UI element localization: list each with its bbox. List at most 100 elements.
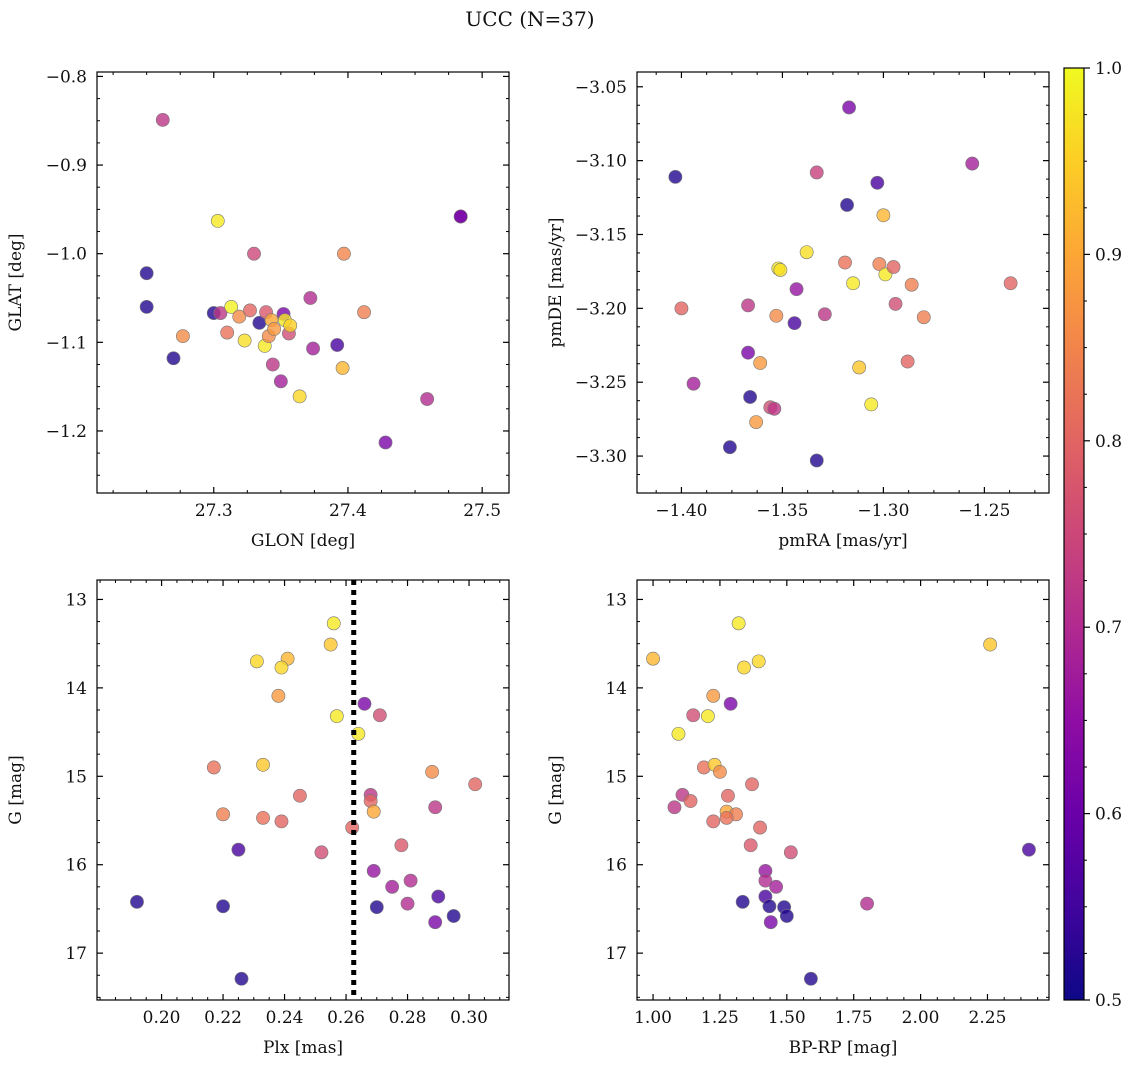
data-point (220, 325, 235, 340)
data-point (668, 169, 683, 184)
x-tick-label: 0.28 (389, 1008, 427, 1028)
data-point (838, 255, 852, 270)
data-point (224, 299, 239, 314)
y-tick-label: 15 (65, 767, 87, 787)
data-point (840, 198, 854, 212)
data-point (378, 435, 393, 450)
data-point (723, 440, 737, 455)
data-point (256, 757, 270, 772)
data-point (468, 777, 483, 792)
colorbar-tick-label: 1.0 (1095, 59, 1122, 79)
data-point (139, 266, 154, 281)
x-tick-label: 1.00 (634, 1008, 672, 1028)
y-tick-label: 14 (605, 679, 627, 699)
scatter-panel-1: 27.3 27.4 27.5 −0.8 −0.9 −1.0 −1.1 −1.2 GLON [de… (6, 67, 510, 551)
data-point (773, 263, 788, 277)
data-point (783, 845, 798, 860)
data-point (779, 909, 794, 923)
colorbar: 0.5 0.6 0.7 0.8 0.9 1.0 (1063, 59, 1122, 1011)
data-point (723, 696, 738, 711)
data-point (817, 307, 832, 322)
y-tick-label: 16 (605, 856, 627, 876)
x-axis-label: GLON [deg] (251, 531, 355, 551)
x-tick-label: 0.24 (266, 1008, 304, 1028)
data-point (846, 276, 860, 291)
data-point (273, 374, 288, 389)
data-point (686, 376, 701, 391)
scatter-panel-4: 1.00 1.25 1.50 1.75 2.00 2.25 13 14 15 16 17 BP-RP … (546, 579, 1050, 1058)
data-point (769, 308, 784, 323)
x-tick-label: 0.20 (143, 1008, 181, 1028)
points-layer (139, 112, 468, 450)
data-point (213, 306, 228, 320)
data-point (249, 654, 264, 669)
plot-frame (96, 579, 510, 1001)
data-point (431, 889, 446, 904)
plot-frame (96, 71, 510, 494)
data-point (870, 175, 885, 190)
data-point (369, 900, 384, 915)
data-point (737, 660, 751, 675)
y-tick-label: 17 (65, 944, 87, 964)
x-tick-label: −1.25 (958, 501, 1010, 521)
data-point (329, 709, 344, 724)
y-tick-label: −1.1 (46, 333, 87, 353)
colorbar-gradient (1063, 67, 1085, 1001)
data-point (231, 842, 246, 857)
data-point (763, 915, 778, 930)
y-tick-label: −3.30 (575, 447, 627, 467)
data-point (293, 788, 307, 803)
y-tick-label: 16 (65, 856, 87, 876)
points-layer (646, 616, 1036, 986)
x-axis-label: Plx [mas] (263, 1038, 343, 1058)
data-point (713, 764, 727, 779)
x-tick-label: 1.75 (835, 1008, 873, 1028)
data-point (206, 760, 221, 775)
data-point (741, 298, 755, 313)
data-point (425, 764, 440, 779)
points-layer (130, 616, 483, 986)
plot-frame (636, 71, 1050, 494)
data-point (314, 845, 329, 860)
data-point (916, 310, 931, 325)
data-point (283, 318, 298, 333)
y-tick-label: 14 (65, 679, 87, 699)
colorbar-tick-label: 0.5 (1095, 991, 1122, 1011)
scatter-panel-2: −1.40 −1.35 −1.30 −1.25 −3.05 −3.10 −3.15 −3.20… (546, 71, 1050, 551)
points-layer (668, 100, 1018, 468)
x-tick-label: 0.26 (327, 1008, 365, 1028)
data-point (1022, 842, 1036, 857)
y-tick-label: 13 (605, 590, 627, 610)
data-point (799, 245, 814, 260)
data-point (247, 246, 261, 261)
data-point (745, 777, 759, 792)
x-tick-label: 2.25 (969, 1008, 1007, 1028)
data-point (292, 389, 307, 404)
data-point (267, 322, 282, 336)
data-point (983, 637, 998, 652)
colorbar-tick-label: 0.9 (1095, 245, 1122, 265)
y-axis-label: G [mag] (6, 755, 26, 824)
data-point (904, 277, 919, 292)
data-point (719, 810, 734, 825)
data-point (323, 637, 338, 652)
data-point (743, 838, 758, 853)
data-point (706, 814, 721, 829)
data-point (420, 392, 435, 406)
data-point (428, 800, 443, 815)
data-point (216, 899, 230, 914)
data-point (357, 305, 371, 320)
y-tick-label: 15 (605, 767, 627, 787)
data-point (428, 915, 443, 930)
data-point (155, 112, 170, 127)
data-point (706, 688, 721, 703)
data-point (753, 356, 768, 370)
y-axis-label: G [mag] (546, 755, 566, 824)
x-tick-label: 27.3 (195, 501, 233, 521)
x-tick-label: 0.22 (204, 1008, 242, 1028)
data-point (372, 708, 387, 723)
y-tick-label: −0.8 (46, 67, 87, 87)
data-point (256, 810, 270, 825)
data-point (232, 309, 247, 324)
